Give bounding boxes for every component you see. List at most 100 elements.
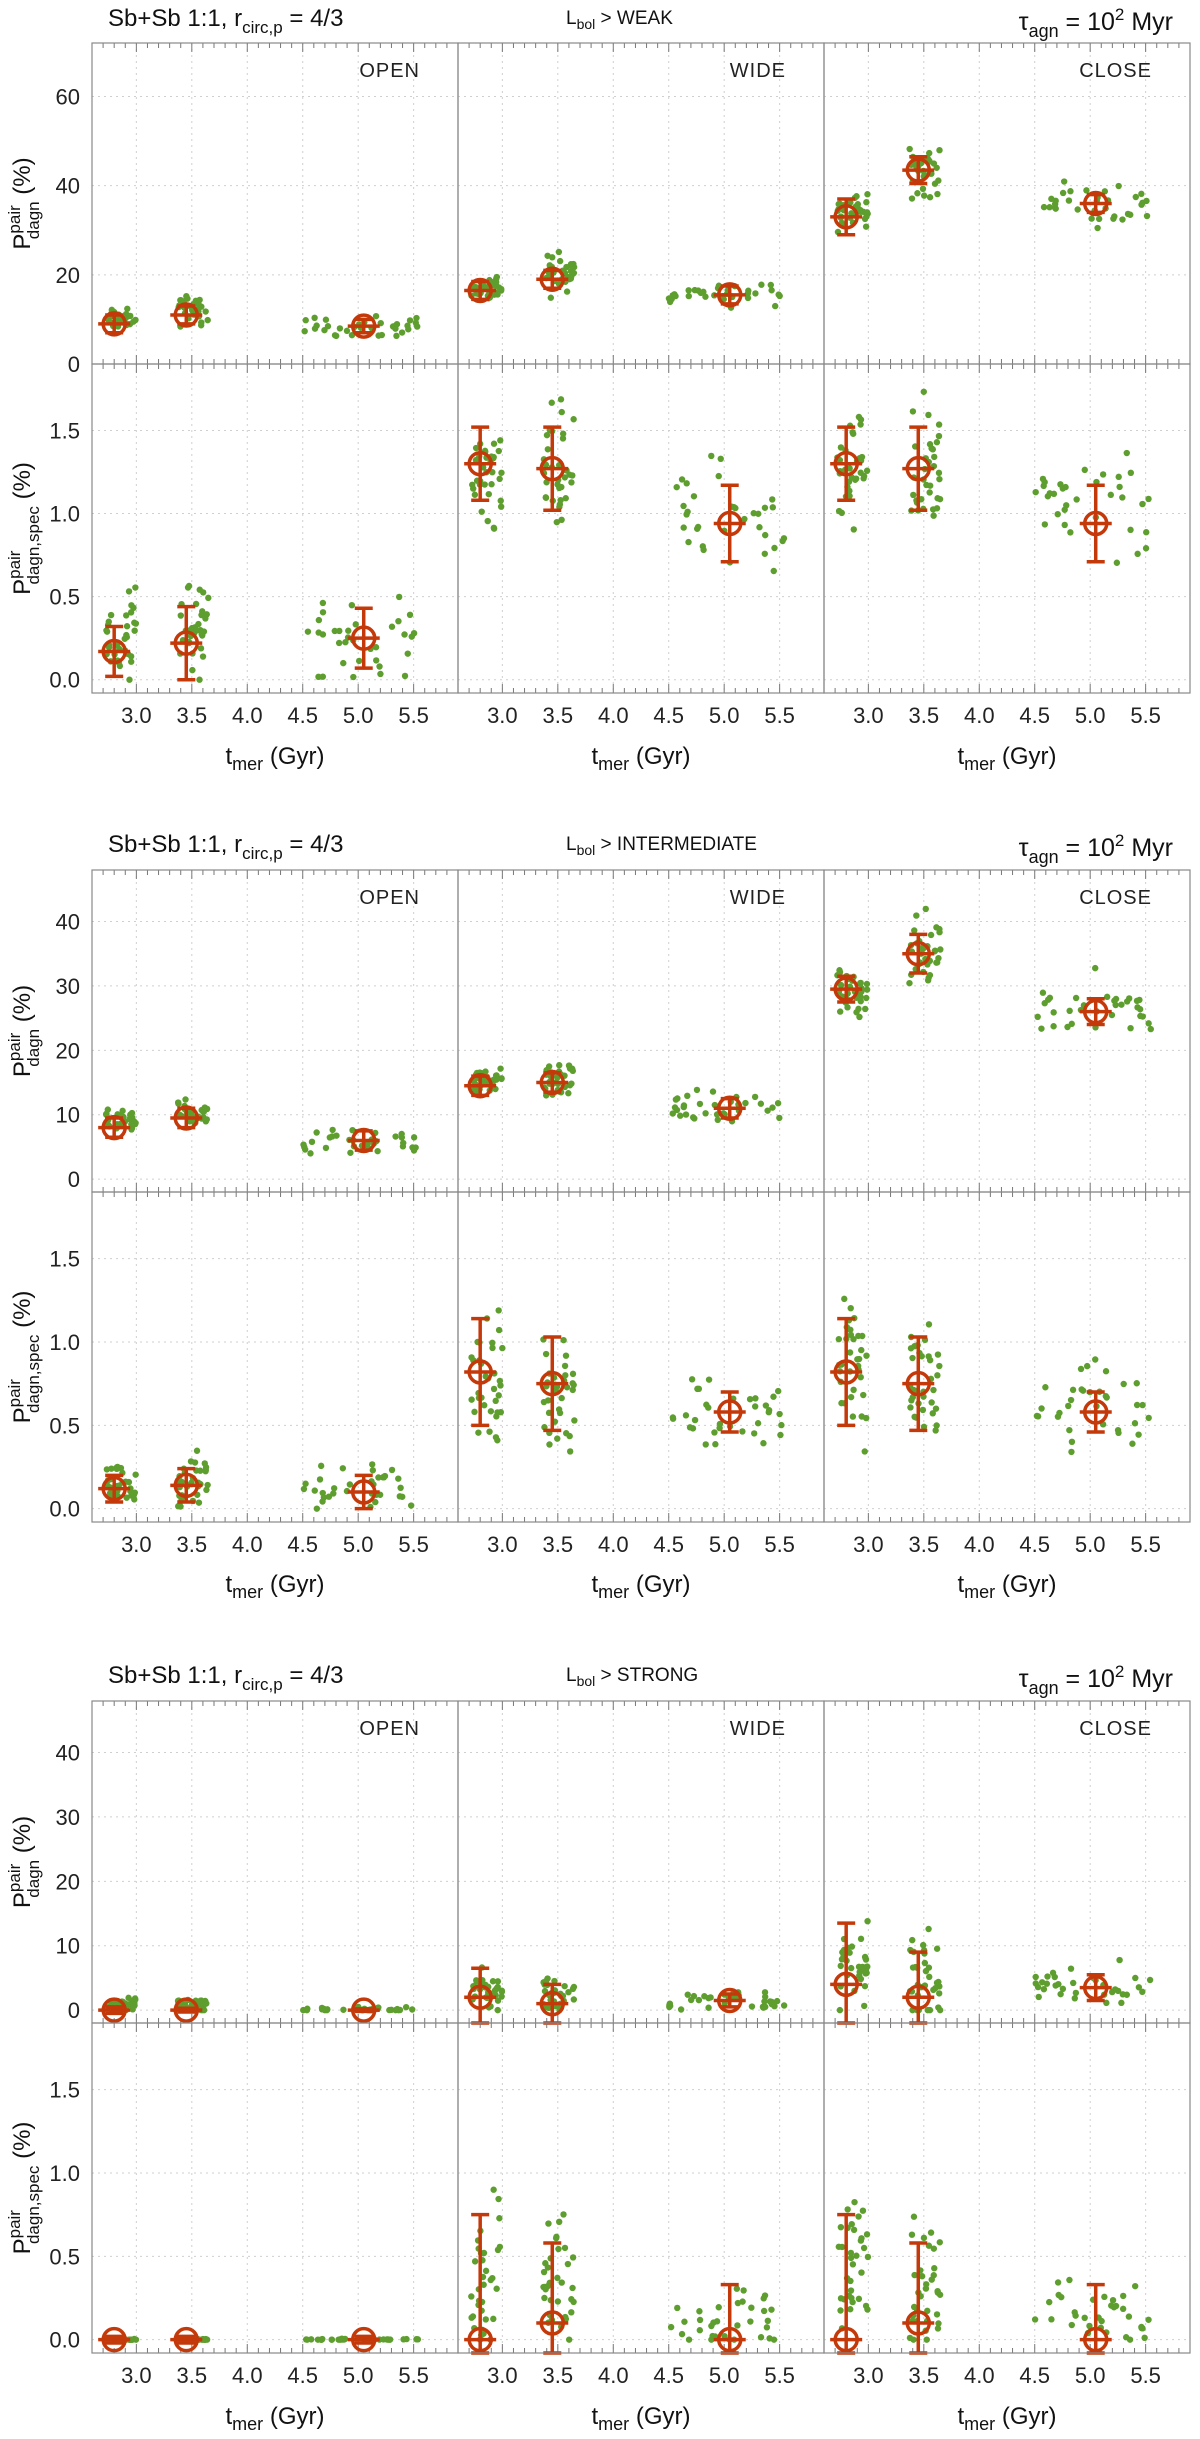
data-point <box>325 1493 333 1500</box>
data-point <box>1111 213 1118 220</box>
data-point <box>556 1062 563 1069</box>
axis-text: (Gyr) <box>995 2403 1056 2430</box>
data-point <box>930 512 937 519</box>
data-point <box>935 432 943 440</box>
x-tick-label: 3.5 <box>177 1532 208 1557</box>
chart-block-3: Sb+Sb 1:1, rcirc,p = 4/3 Lbol > STRONG τag… <box>5 1662 1191 2434</box>
data-point <box>669 1110 676 1117</box>
title-text: = 4/3 <box>283 5 344 32</box>
data-point <box>560 2211 567 2218</box>
panel-top-open: OPEN <box>91 42 459 365</box>
data-point <box>486 1428 493 1435</box>
data-point <box>566 1448 574 1455</box>
x-tick-label: 4.5 <box>287 2363 318 2388</box>
axis-text: (Gyr) <box>629 2403 690 2430</box>
median-marker <box>350 2326 377 2353</box>
data-point <box>702 293 709 300</box>
data-point <box>1146 1976 1154 1984</box>
data-point <box>546 1441 553 1448</box>
panel-label: CLOSE <box>1079 1718 1152 1740</box>
data-point <box>107 611 115 619</box>
median-marker <box>101 1114 127 1141</box>
data-point <box>471 491 479 498</box>
data-point <box>740 2287 747 2294</box>
data-point <box>1054 2279 1062 2286</box>
data-point <box>754 1420 762 1427</box>
data-point <box>407 1502 415 1509</box>
data-point <box>322 1144 330 1152</box>
data-point <box>561 1362 569 1370</box>
data-point <box>847 1304 854 1312</box>
data-point <box>927 931 935 939</box>
median-marker <box>101 638 127 665</box>
data-point <box>746 1395 754 1403</box>
data-point <box>1059 1985 1067 1993</box>
y-axis-label: Ppairdagn,spec (%) <box>5 2122 43 2255</box>
data-point <box>919 185 927 193</box>
data-point <box>836 2006 844 2014</box>
median-marker <box>350 1479 377 1505</box>
data-point <box>773 1997 781 2005</box>
data-point <box>714 1116 721 1124</box>
axis-text: t <box>958 743 965 770</box>
data-point <box>928 1399 935 1406</box>
data-point <box>493 2285 500 2292</box>
data-point <box>864 1917 871 1925</box>
data-point <box>835 1335 843 1343</box>
data-point <box>1066 1426 1073 1434</box>
data-point <box>553 2233 560 2241</box>
data-point <box>1083 1362 1091 1370</box>
data-point <box>767 281 775 289</box>
data-point <box>680 502 687 510</box>
data-point <box>863 980 871 988</box>
data-point <box>1107 491 1115 499</box>
data-point <box>1077 1365 1085 1373</box>
data-point <box>547 294 555 301</box>
y-tick-label: 30 <box>56 974 80 999</box>
data-point <box>378 331 386 339</box>
data-point <box>837 2223 845 2231</box>
axis-subscript: dagn,spec <box>24 506 43 585</box>
data-point <box>484 517 491 525</box>
data-point <box>861 1448 868 1455</box>
data-point <box>409 2006 416 2013</box>
data-point <box>496 2215 503 2222</box>
median-marker <box>1082 510 1109 537</box>
x-tick-label: 3.0 <box>121 703 152 728</box>
x-tick-label: 4.5 <box>653 703 684 728</box>
y-tick-label: 20 <box>56 263 80 288</box>
x-tick-label: 4.5 <box>653 1532 684 1557</box>
x-tick-label: 4.0 <box>964 703 995 728</box>
data-point <box>1069 1386 1077 1394</box>
data-point <box>204 1481 211 1489</box>
data-point <box>1143 529 1150 536</box>
data-point <box>666 298 674 306</box>
data-point <box>300 1485 308 1493</box>
data-point <box>758 281 765 288</box>
data-point <box>482 2316 489 2323</box>
x-tick-label: 5.5 <box>398 1532 429 1557</box>
data-point <box>911 927 918 934</box>
data-point <box>409 1144 416 1151</box>
data-point <box>928 2276 935 2283</box>
data-point <box>681 2318 688 2325</box>
data-point <box>406 611 414 619</box>
data-point <box>1069 1979 1077 1987</box>
x-tick-label: 5.5 <box>398 2363 429 2388</box>
data-point <box>836 1008 844 1015</box>
data-point <box>776 1114 783 1122</box>
data-point <box>764 2317 772 2325</box>
data-point <box>369 1461 376 1468</box>
data-point <box>760 1440 767 1447</box>
chart-block-1: Sb+Sb 1:1, rcirc,p = 4/3 Lbol > WEAK τagn … <box>5 5 1191 774</box>
data-point <box>568 479 575 486</box>
data-point <box>475 1429 482 1436</box>
data-point <box>673 483 680 491</box>
median-marker <box>905 157 932 183</box>
data-point <box>911 2271 918 2279</box>
data-point <box>492 1072 500 1079</box>
data-point <box>495 1392 502 1399</box>
data-point <box>123 623 131 630</box>
data-point <box>770 567 777 575</box>
x-tick-label: 5.5 <box>1130 2363 1161 2388</box>
